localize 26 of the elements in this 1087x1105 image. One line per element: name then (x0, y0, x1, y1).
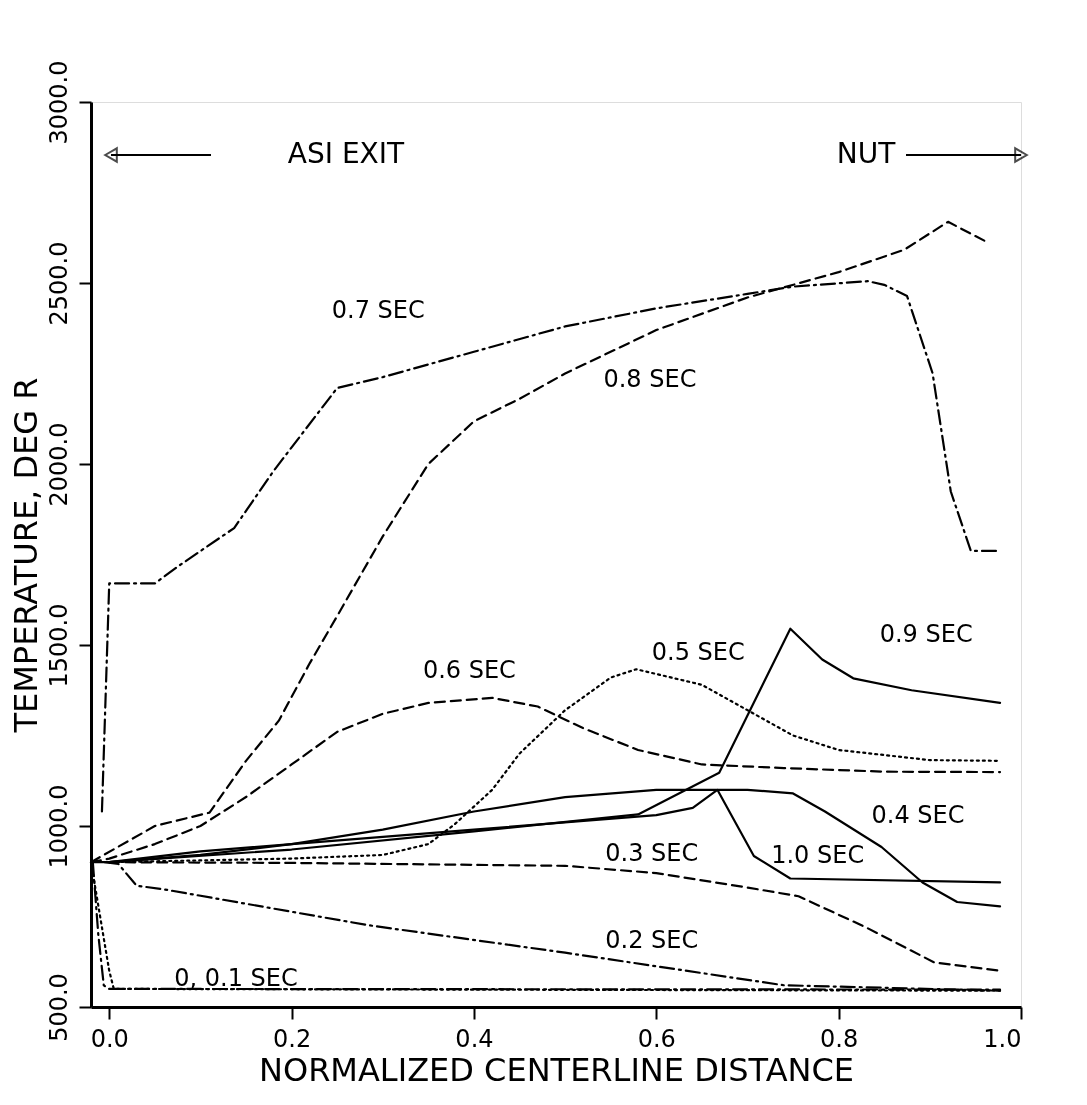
x-tick-label: 0.4 (455, 1024, 494, 1053)
y-tick-label: 500.0 (44, 973, 73, 1042)
series-label: 0.2 SEC (605, 925, 699, 954)
y-tick-label: 3000.0 (44, 60, 73, 145)
y-axis-title: TEMPERATURE, DEG R (6, 377, 45, 734)
x-tick-label: 0.0 (90, 1024, 129, 1053)
series-label: 0.9 SEC (879, 619, 973, 648)
series-label: 0.4 SEC (871, 801, 965, 830)
series-label: 0.3 SEC (605, 838, 699, 867)
x-axis-title: NORMALIZED CENTERLINE DISTANCE (258, 1050, 855, 1089)
x-tick-label: 1.0 (983, 1024, 1022, 1053)
y-tick-label: 1000.0 (44, 784, 73, 869)
series-label: 0, 0.1 SEC (174, 964, 298, 993)
annotation: ASI EXIT (287, 137, 406, 170)
series-label: 0.8 SEC (603, 365, 697, 394)
y-tick-label: 1500.0 (44, 603, 73, 688)
series-label: 1.0 SEC (771, 841, 865, 870)
annotation: NUT (836, 137, 897, 170)
series-label: 0.6 SEC (422, 656, 516, 685)
series-label: 0.5 SEC (651, 638, 745, 667)
x-tick-label: 0.8 (820, 1024, 859, 1053)
x-tick-label: 0.6 (637, 1024, 676, 1053)
y-tick-label: 2500.0 (44, 241, 73, 326)
series-label: 0.7 SEC (331, 295, 425, 324)
x-tick-label: 0.2 (273, 1024, 312, 1053)
y-tick-label: 2000.0 (44, 422, 73, 507)
